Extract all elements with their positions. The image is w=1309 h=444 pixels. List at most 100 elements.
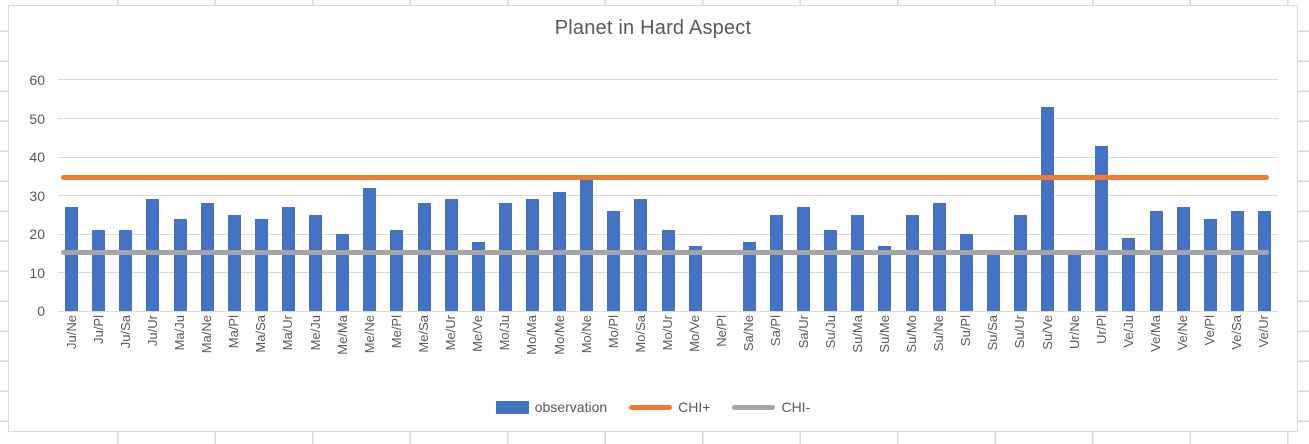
gridline: [58, 310, 1278, 312]
x-axis-label: Mo/Pl: [605, 315, 621, 349]
x-axis-label: Ve/Ur: [1256, 315, 1272, 348]
x-axis-label: Mo/Ju: [497, 315, 513, 351]
bar: [580, 180, 594, 312]
x-axis-label: Me/Pl: [388, 315, 404, 349]
x-axis-label: Sa/Ne: [741, 315, 757, 352]
x-axis-label: Su/Ju: [822, 315, 838, 349]
x-axis-label: Ne/Pl: [714, 315, 730, 347]
bar: [932, 203, 946, 312]
x-axis-label: Me/Ve: [470, 315, 486, 352]
x-axis-label: Su/Ur: [1012, 315, 1028, 349]
bar: [498, 203, 512, 312]
bar: [1013, 214, 1027, 312]
bar: [525, 199, 539, 312]
y-axis-label: 0: [37, 303, 45, 320]
bar: [634, 199, 648, 312]
bar: [363, 187, 377, 312]
x-axis-label: Su/Sa: [985, 315, 1001, 351]
y-axis-label: 30: [29, 187, 45, 204]
gridline: [58, 156, 1278, 158]
legend-swatch-observation: [495, 400, 529, 414]
x-axis-label: Me/Sa: [416, 315, 431, 353]
bar: [1149, 211, 1163, 312]
x-axis-label: Ju/Pl: [90, 315, 106, 344]
y-axis-label: 60: [29, 71, 45, 88]
x-axis-label: Su/Me: [876, 315, 892, 353]
bar: [824, 230, 838, 312]
chart-title: Planet in Hard Aspect: [554, 17, 752, 39]
x-axis-label: Su/Ne: [931, 315, 947, 352]
x-axis-label: Ve/Ma: [1148, 315, 1163, 352]
bar: [769, 214, 783, 312]
chi-minus-line: [61, 250, 1269, 256]
bar: [959, 234, 973, 312]
x-axis-label: Ma/Ne: [199, 315, 215, 354]
bar: [65, 207, 79, 312]
legend-item-observation[interactable]: observation: [495, 399, 608, 415]
x-axis-label: Me/Ma: [334, 315, 350, 355]
chi-plus-line: [61, 175, 1269, 181]
bar: [1257, 211, 1271, 312]
legend-item-chi-minus[interactable]: CHI-: [732, 399, 810, 415]
bar: [1122, 238, 1136, 312]
x-axis-label: Su/Ma: [849, 315, 865, 353]
legend-line-chi-minus: [732, 404, 776, 410]
bar: [1041, 106, 1055, 312]
bar: [1068, 249, 1082, 312]
x-axis-label: Su/Ve: [1039, 315, 1055, 350]
legend-item-chi-plus[interactable]: CHI+: [629, 399, 710, 415]
bar: [336, 234, 350, 312]
bar: [92, 230, 106, 312]
y-axis-label: 20: [29, 226, 45, 243]
x-axis-label: Ju/Sa: [117, 315, 133, 349]
x-axis-label: Ur/Ne: [1066, 315, 1082, 349]
chart-legend: observation CHI+ CHI-: [9, 399, 1297, 415]
bar: [309, 214, 323, 312]
bar: [688, 245, 702, 312]
bar: [986, 249, 1000, 312]
x-axis-label: Ur/Pl: [1093, 315, 1109, 344]
bar: [119, 230, 133, 312]
x-axis-label: Ma/Pl: [226, 315, 242, 349]
legend-label-chi-minus: CHI-: [781, 399, 811, 415]
legend-label-chi-plus: CHI+: [678, 399, 711, 415]
x-axis-label: Ma/Ur: [280, 315, 296, 351]
legend-line-chi-plus: [629, 404, 673, 410]
gridline: [58, 118, 1278, 120]
bar: [281, 207, 295, 312]
x-axis-label: Ju/Ur: [144, 315, 160, 347]
legend-label-observation: observation: [534, 399, 608, 415]
x-axis-label: Sa/Ur: [795, 315, 811, 349]
x-axis-label: Ve/Ju: [1120, 315, 1136, 348]
x-axis-label: Mo/Ur: [660, 315, 675, 351]
x-axis-label: Ve/Ne: [1175, 315, 1191, 351]
bar: [390, 230, 404, 312]
bar: [254, 218, 268, 312]
x-axis-label: Me/Ju: [307, 315, 323, 351]
bar: [878, 245, 892, 312]
x-axis-label: Sa/Pl: [768, 315, 784, 347]
x-axis-label: Ma/Ju: [172, 315, 187, 351]
bar: [905, 214, 919, 312]
bar: [444, 199, 458, 312]
bar: [1095, 145, 1109, 312]
x-axis-label: Ma/Sa: [253, 315, 269, 353]
bar: [797, 207, 811, 312]
bar: [146, 199, 160, 312]
x-axis-label: Su/Pl: [958, 315, 974, 347]
bar: [661, 230, 675, 312]
gridline: [58, 195, 1278, 197]
x-axis-label: Mo/Ve: [687, 315, 703, 352]
bar: [471, 241, 485, 312]
bar: [173, 218, 187, 312]
y-axis-label: 50: [29, 110, 45, 127]
bar: [417, 203, 431, 312]
gridline: [58, 79, 1278, 81]
chart[interactable]: Planet in Hard Aspect 0 10 20 30 40 50 60 Ju/Ne…: [8, 5, 1298, 432]
bar: [227, 214, 241, 312]
x-axis-label: Mo/Ne: [578, 315, 594, 354]
x-axis-label: Me/Ne: [361, 315, 377, 354]
x-axis-label: Mo/Ma: [524, 315, 540, 355]
x-axis-label: Ju/Ne: [63, 315, 79, 349]
x-axis-label: Ve/Pl: [1202, 315, 1218, 346]
